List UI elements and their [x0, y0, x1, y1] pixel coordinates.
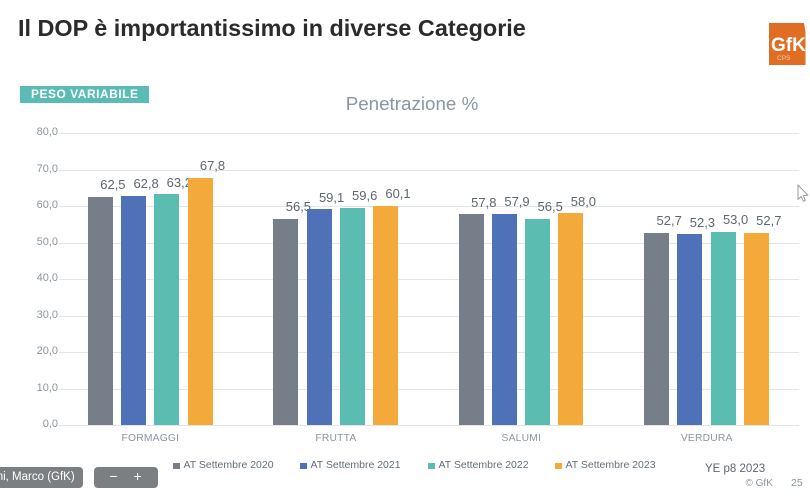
- svg-text:CPS: CPS: [777, 55, 791, 62]
- svg-text:GfK: GfK: [771, 35, 806, 56]
